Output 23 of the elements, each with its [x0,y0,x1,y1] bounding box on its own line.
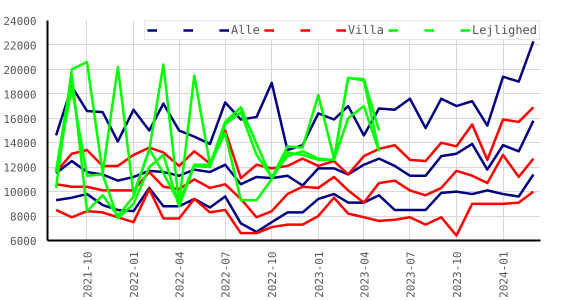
y-tick-label: 8000 [10,210,37,224]
legend-label: Alle [230,23,260,37]
x-tick-label: 2021-10 [81,252,94,298]
x-tick-label: 2023-10 [450,252,464,298]
x-tick-label: 2024-01 [498,252,511,298]
legend-label: Villa [348,23,384,37]
x-tick-label: 2023-01 [312,252,326,298]
x-tick-label: 2023-07 [404,252,418,298]
x-tick-label: 2023-04 [358,251,372,298]
y-tick-label: 16000 [3,112,37,126]
x-tick-label: 2022-01 [128,252,142,298]
y-tick-label: 14000 [3,137,37,150]
y-tick-label: 10000 [3,186,37,200]
y-tick-label: 12000 [3,162,37,175]
x-tick-label: 2022-10 [266,252,280,298]
legend-label: Lejlighed [472,23,537,37]
y-tick-label: 24000 [3,15,37,28]
y-tick-label: 6000 [10,235,37,248]
x-tick-label: 2022-04 [174,251,187,298]
y-tick-label: 18000 [3,88,37,102]
y-tick-label: 22000 [3,39,37,52]
x-tick-label: 2022-07 [220,252,233,298]
y-tick-label: 20000 [3,64,37,77]
